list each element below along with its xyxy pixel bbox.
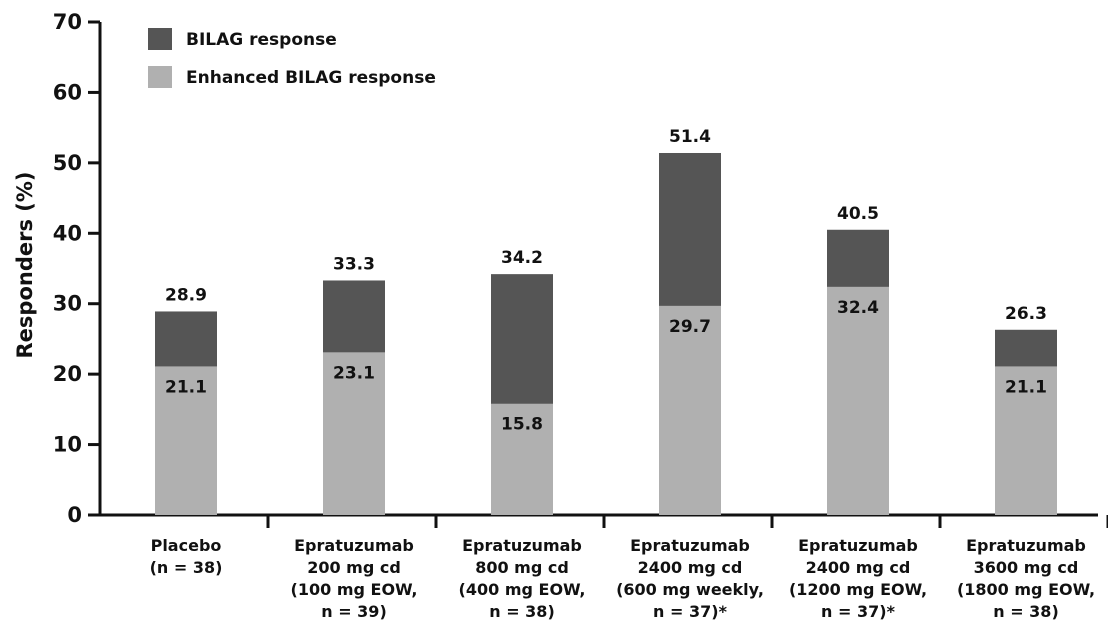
y-tick-label: 30 bbox=[53, 292, 82, 316]
y-tick-label: 60 bbox=[53, 80, 82, 104]
bar-enhanced-bilag-response bbox=[995, 366, 1057, 515]
data-label-bilag-response: 40.5 bbox=[837, 204, 879, 224]
y-tick-label: 0 bbox=[67, 503, 82, 527]
data-label-enhanced-bilag-response: 21.1 bbox=[165, 377, 207, 397]
bar-enhanced-bilag-response bbox=[827, 286, 889, 515]
x-category-label: Epratuzumab 2400 mg cd (600 mg weekly, n = … bbox=[616, 536, 764, 621]
bar-enhanced-bilag-response bbox=[155, 366, 217, 515]
data-label-bilag-response: 28.9 bbox=[165, 285, 207, 305]
x-category-label: Epratuzumab 3600 mg cd (1800 mg EOW, n = 38… bbox=[957, 536, 1095, 621]
data-label-bilag-response: 33.3 bbox=[333, 254, 375, 274]
legend-label: BILAG response bbox=[186, 30, 337, 50]
x-category-label: Placebo (n = 38) bbox=[150, 536, 223, 577]
x-axis: Placebo (n = 38) Epratuzumab 200 mg cd (100 … bbox=[99, 513, 1108, 621]
bars: 28.9 21.1 33.3 23.1 34.2 15.8 51.4 29.7 40.5 32.4… bbox=[155, 127, 1057, 516]
data-label-bilag-response: 34.2 bbox=[501, 248, 543, 268]
data-label-enhanced-bilag-response: 23.1 bbox=[333, 363, 375, 383]
legend: BILAG response Enhanced BILAG response bbox=[148, 28, 436, 88]
legend-swatch bbox=[148, 28, 172, 50]
data-label-enhanced-bilag-response: 21.1 bbox=[1005, 377, 1047, 397]
y-tick-label: 40 bbox=[53, 221, 82, 245]
data-label-enhanced-bilag-response: 15.8 bbox=[501, 415, 543, 435]
legend-label: Enhanced BILAG response bbox=[186, 68, 436, 88]
x-category-label: Epratuzumab 800 mg cd (400 mg EOW, n = 38) bbox=[459, 536, 586, 621]
legend-swatch bbox=[148, 66, 172, 88]
y-tick-label: 10 bbox=[53, 433, 82, 457]
x-category-label: Epratuzumab 200 mg cd (100 mg EOW, n = 39) bbox=[291, 536, 418, 621]
y-tick-label: 70 bbox=[53, 10, 82, 34]
bar-enhanced-bilag-response bbox=[323, 352, 385, 515]
bar-enhanced-bilag-response bbox=[491, 403, 553, 515]
y-tick-label: 50 bbox=[53, 151, 82, 175]
data-label-enhanced-bilag-response: 29.7 bbox=[669, 317, 711, 337]
y-axis: 0 10 20 30 40 50 60 70 bbox=[53, 10, 102, 527]
bar-enhanced-bilag-response bbox=[659, 305, 721, 515]
y-axis-title: Responders (%) bbox=[13, 171, 37, 358]
data-label-enhanced-bilag-response: 32.4 bbox=[837, 298, 879, 318]
data-label-bilag-response: 51.4 bbox=[669, 127, 711, 147]
data-label-bilag-response: 26.3 bbox=[1005, 304, 1047, 324]
x-category-label: Epratuzumab 2400 mg cd (1200 mg EOW, n = 37… bbox=[789, 536, 927, 621]
y-tick-label: 20 bbox=[53, 362, 82, 386]
